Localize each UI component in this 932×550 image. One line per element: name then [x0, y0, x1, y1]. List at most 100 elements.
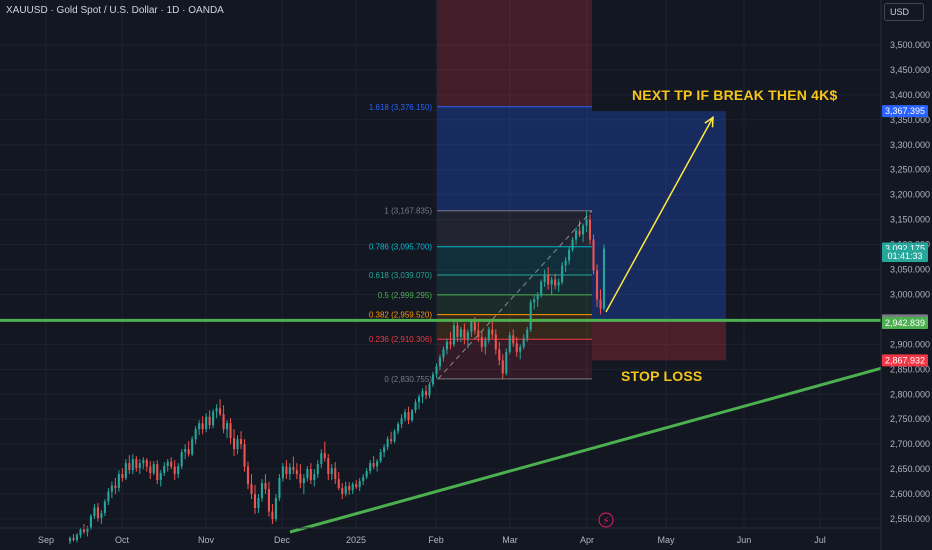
- candle-body: [344, 486, 347, 495]
- candle-body: [292, 467, 295, 471]
- rising-trendline: [289, 366, 882, 534]
- price-label-box: [882, 105, 928, 118]
- candle-body: [184, 449, 187, 453]
- candle-body: [369, 463, 372, 472]
- price-tick-label: 3,250.000: [890, 165, 930, 175]
- candle-body: [103, 501, 106, 514]
- candle-body: [383, 447, 386, 453]
- candle-body: [142, 460, 145, 464]
- time-tick-label: Jun: [737, 535, 752, 545]
- time-tick-label: Mar: [502, 535, 518, 545]
- candle-body: [166, 461, 169, 467]
- candle-body: [239, 439, 243, 445]
- price-tick-label: 3,300.000: [890, 140, 930, 150]
- candle-body: [372, 463, 375, 467]
- candle-body: [274, 498, 277, 519]
- candle-body: [337, 479, 340, 489]
- candle-body: [582, 225, 585, 235]
- price-tick-label: 2,800.000: [890, 389, 930, 399]
- stop-loss-annotation: STOP LOSS: [621, 368, 703, 384]
- price-tick-label: 2,600.000: [890, 489, 930, 499]
- price-tick-label: 3,150.000: [890, 215, 930, 225]
- candle-body: [588, 219, 592, 240]
- candle-body: [578, 230, 581, 235]
- candle-body: [72, 537, 75, 540]
- target-annotation: NEXT TP IF BREAK THEN 4K$: [632, 87, 838, 103]
- time-axis: Sep Oct Nov Dec 2025 Feb Mar Apr May Jun Jul: [0, 527, 881, 545]
- candle-body: [110, 485, 113, 492]
- price-tick-label: 2,900.000: [890, 339, 930, 349]
- target-arrow-head: [704, 115, 714, 128]
- candle-body: [253, 494, 257, 509]
- candle-body: [187, 449, 190, 455]
- candle-body: [177, 466, 180, 475]
- candle-body: [376, 461, 379, 467]
- candle-body: [400, 418, 403, 425]
- price-tick-label: 2,550.000: [890, 514, 930, 524]
- candle-body: [267, 489, 270, 512]
- price-label: 2,867.932: [885, 355, 925, 365]
- price-label-box: [882, 354, 928, 367]
- candle-body: [410, 410, 414, 421]
- candle-body: [494, 334, 497, 350]
- candle-body: [89, 516, 92, 529]
- candle-body: [302, 478, 305, 484]
- candle-body: [295, 470, 298, 475]
- candle-body: [449, 341, 452, 345]
- candle-body: [194, 429, 197, 440]
- candle-body: [219, 408, 222, 415]
- candle-body: [438, 357, 442, 367]
- candle-body: [68, 537, 72, 542]
- candle-body: [568, 249, 571, 261]
- time-tick-label: May: [657, 535, 675, 545]
- candle-body: [575, 230, 578, 240]
- candle-body: [271, 511, 274, 519]
- candle-body: [159, 473, 162, 481]
- candle-body: [463, 329, 466, 340]
- candle-body: [512, 335, 515, 344]
- candle-body: [299, 474, 302, 484]
- target-arrow: [605, 116, 714, 313]
- candle-body: [585, 219, 588, 226]
- candle-body: [131, 459, 134, 471]
- candle-body: [121, 474, 124, 479]
- candle-body: [215, 408, 218, 412]
- candle-body: [285, 466, 288, 475]
- candle-body: [473, 321, 476, 331]
- candle-body: [595, 270, 599, 300]
- candle-body: [107, 491, 110, 502]
- candle-body: [386, 439, 389, 448]
- candle-body: [152, 464, 155, 474]
- candle-body: [540, 282, 543, 296]
- candle-body: [348, 486, 351, 491]
- price-tick-label: 3,000.000: [890, 289, 930, 299]
- candle-body: [602, 248, 606, 309]
- fib-label: 0 (2,830.755): [384, 375, 432, 384]
- candle-body: [480, 336, 483, 347]
- candle-body: [571, 239, 574, 250]
- fib-label: 0.5 (2,999.295): [378, 291, 433, 300]
- candle-body: [117, 474, 120, 489]
- fib-levels: 1.618 (3,376.150) 1 (3,167.835) 0.786 (3,0…: [369, 103, 592, 384]
- candle-body: [100, 513, 103, 519]
- fib-band: [437, 294, 592, 315]
- candle-body: [404, 412, 407, 419]
- candle-body: [145, 460, 148, 467]
- candle-body: [417, 396, 421, 403]
- candle-body: [243, 444, 246, 467]
- candle-body: [260, 483, 264, 499]
- currency-button[interactable]: USD: [884, 3, 924, 21]
- candle-body: [365, 471, 368, 478]
- candle-body: [484, 340, 487, 347]
- candle-body: [362, 477, 365, 482]
- candle-body: [592, 239, 595, 271]
- fib-label: 0.786 (3,095.700): [369, 243, 432, 252]
- fib-label: 1 (3,167.835): [384, 207, 432, 216]
- candle-body: [222, 414, 225, 430]
- candle-body: [452, 325, 455, 345]
- candle-body: [466, 331, 469, 340]
- candle-body: [414, 402, 417, 411]
- candle-body: [320, 453, 323, 465]
- price-tick-label: 2,700.000: [890, 439, 930, 449]
